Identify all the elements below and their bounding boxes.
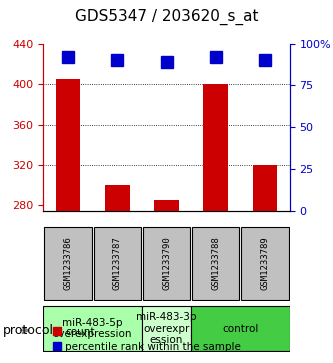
Bar	[154, 200, 179, 211]
Text: GSM1233790: GSM1233790	[162, 236, 171, 290]
Text: GDS5347 / 203620_s_at: GDS5347 / 203620_s_at	[75, 9, 258, 25]
Bar	[203, 84, 228, 211]
FancyBboxPatch shape	[142, 306, 191, 351]
FancyBboxPatch shape	[241, 227, 289, 300]
Text: protocol: protocol	[3, 324, 54, 337]
FancyBboxPatch shape	[44, 227, 92, 300]
FancyBboxPatch shape	[43, 306, 142, 351]
FancyBboxPatch shape	[192, 227, 239, 300]
Text: GSM1233788: GSM1233788	[211, 236, 220, 290]
Text: miR-483-5p
overexpression: miR-483-5p overexpression	[53, 318, 132, 339]
FancyBboxPatch shape	[191, 306, 290, 351]
Text: GSM1233789: GSM1233789	[260, 236, 270, 290]
Bar	[56, 79, 80, 211]
Bar	[253, 165, 277, 211]
Text: GSM1233787: GSM1233787	[113, 236, 122, 290]
Text: miR-483-3p
overexpr
ession: miR-483-3p overexpr ession	[136, 312, 197, 345]
FancyBboxPatch shape	[94, 227, 141, 300]
Text: GSM1233786: GSM1233786	[63, 236, 73, 290]
Bar	[105, 185, 130, 211]
Text: control: control	[222, 323, 259, 334]
FancyBboxPatch shape	[143, 227, 190, 300]
Legend: count, percentile rank within the sample: count, percentile rank within the sample	[49, 322, 245, 356]
